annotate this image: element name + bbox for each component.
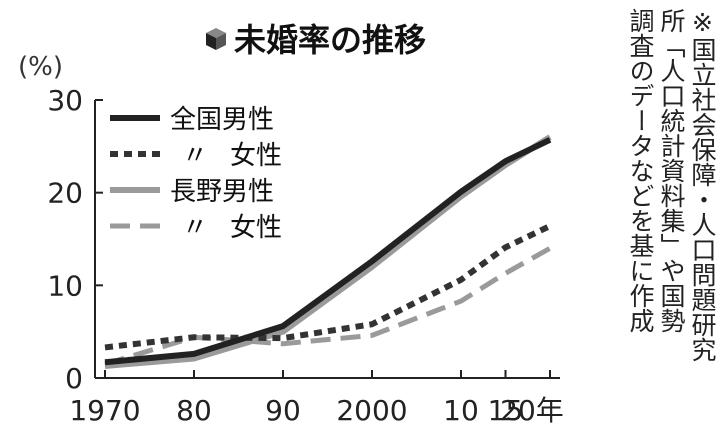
cube-icon xyxy=(206,28,226,50)
x-tick-label: 2000 xyxy=(336,394,407,427)
series-line-2 xyxy=(104,134,552,369)
source-note-line: ※国立社会保障・人口問題研究 xyxy=(688,8,717,362)
y-tick-label: 20 xyxy=(47,177,83,210)
source-note-line: 調査のデータなどを基に作成 xyxy=(626,8,655,333)
y-tick-label: 0 xyxy=(65,362,83,395)
x-tick-label: 15 xyxy=(488,394,524,427)
legend-ditto-mark: 〃 xyxy=(182,141,208,171)
y-tick-label: 10 xyxy=(47,269,83,302)
source-note: ※国立社会保障・人口問題研究 所「人口統計資料集」や国勢 調査のデータなどを基に… xyxy=(625,8,718,428)
x-tick-label: 1970 xyxy=(69,394,140,427)
legend-label: 女性 xyxy=(230,213,282,243)
x-tick-label: 90 xyxy=(265,394,301,427)
series-line-1 xyxy=(104,223,552,351)
y-axis-unit: (%) xyxy=(18,52,63,82)
x-tick-label: 80 xyxy=(176,394,212,427)
chart-title: 未婚率の推移 xyxy=(206,21,426,59)
legend-label: 全国男性 xyxy=(170,105,274,135)
x-tick-label: 10 xyxy=(443,394,479,427)
series-line-0 xyxy=(104,137,552,366)
chart-title-text: 未婚率の推移 xyxy=(234,21,426,59)
legend-label: 女性 xyxy=(230,141,282,171)
source-note-line: 所「人口統計資料集」や国勢 xyxy=(657,8,686,333)
legend-ditto-mark: 〃 xyxy=(182,213,208,243)
y-tick-label: 30 xyxy=(47,84,83,117)
legend-label: 長野男性 xyxy=(170,177,274,207)
x-tick-label: 20年 xyxy=(500,394,564,427)
